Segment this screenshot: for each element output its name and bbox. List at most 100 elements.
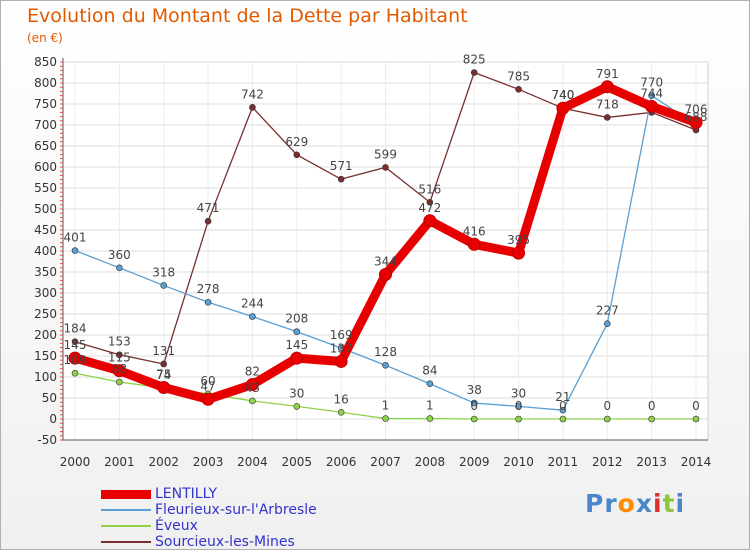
data-label: 629 — [285, 135, 308, 149]
data-label: 0 — [559, 399, 567, 413]
data-point — [337, 175, 345, 183]
data-point — [648, 92, 655, 99]
data-point — [645, 100, 659, 114]
data-point — [426, 415, 434, 422]
data-point — [603, 415, 611, 423]
logo-letter: x — [635, 489, 653, 518]
data-label: 84 — [422, 364, 437, 378]
data-label: 416 — [463, 224, 486, 238]
y-tick-label: 550 — [34, 181, 57, 195]
data-label: 706 — [685, 102, 708, 116]
y-tick-label: 500 — [34, 202, 57, 216]
y-tick-label: 750 — [34, 97, 57, 111]
x-tick-label: 2009 — [459, 455, 490, 469]
data-label: 145 — [64, 338, 87, 352]
x-tick-label: 2004 — [237, 455, 268, 469]
x-tick-label: 2012 — [592, 455, 623, 469]
data-point — [692, 415, 700, 423]
data-label: 360 — [108, 248, 131, 262]
x-tick-label: 2000 — [60, 455, 91, 469]
x-tick-label: 2006 — [326, 455, 357, 469]
data-point — [512, 246, 526, 260]
legend-label: LENTILLY — [155, 486, 218, 502]
data-point — [71, 247, 79, 254]
data-point — [337, 408, 345, 416]
data-point — [293, 328, 301, 335]
x-tick-label: 2001 — [104, 455, 135, 469]
data-point — [68, 351, 82, 365]
data-label: 785 — [507, 69, 530, 83]
data-label: 38 — [467, 383, 482, 397]
data-label: 227 — [596, 304, 619, 318]
data-point — [515, 86, 522, 93]
y-tick-label: 0 — [49, 412, 57, 426]
y-tick-label: 650 — [34, 139, 57, 153]
legend-item: Éveux — [101, 518, 317, 534]
data-point — [249, 397, 256, 405]
data-label: 184 — [64, 322, 87, 336]
data-point — [290, 351, 304, 365]
data-label: 0 — [515, 399, 523, 413]
data-point — [559, 406, 567, 414]
logo-letter: o — [617, 489, 636, 518]
data-label: 60 — [200, 374, 215, 388]
data-label: 82 — [245, 365, 260, 379]
legend-item: Sourcieux-les-Mines — [101, 534, 317, 550]
data-label: 318 — [152, 265, 175, 279]
data-label: 0 — [692, 399, 700, 413]
x-tick-label: 2013 — [636, 455, 667, 469]
data-label: 153 — [108, 335, 131, 349]
legend-label: Éveux — [155, 518, 198, 534]
logo-letter: i — [675, 489, 686, 518]
series-sourcieux-les-mines — [71, 69, 700, 368]
data-label: 21 — [555, 390, 570, 404]
data-point — [603, 114, 611, 121]
data-label: 47 — [200, 379, 215, 393]
y-tick-label: 800 — [34, 76, 57, 90]
data-point — [293, 151, 301, 159]
data-point — [423, 214, 437, 228]
data-label: 169 — [330, 328, 353, 342]
series-lentilly — [68, 80, 703, 406]
data-point — [204, 298, 212, 306]
data-point — [116, 264, 123, 272]
data-label: 109 — [64, 353, 87, 367]
data-label: 145 — [285, 338, 308, 352]
data-label: 131 — [152, 344, 175, 358]
data-point — [426, 198, 434, 206]
data-point — [515, 415, 522, 423]
data-label: 825 — [463, 53, 486, 67]
data-point — [116, 378, 123, 386]
data-point — [470, 69, 478, 76]
legend-item: LENTILLY — [101, 486, 317, 502]
data-label: 74 — [156, 368, 171, 382]
logo-letter: P — [585, 489, 605, 518]
data-label: 688 — [685, 110, 708, 124]
data-label: 742 — [241, 87, 264, 101]
y-tick-label: -50 — [37, 433, 57, 447]
y-tick-label: 300 — [34, 286, 57, 300]
data-point — [379, 268, 392, 282]
data-label: 137 — [330, 341, 353, 355]
data-point — [249, 313, 256, 320]
x-tick-label: 2002 — [148, 455, 179, 469]
data-label: 472 — [418, 201, 441, 215]
data-label: 88 — [112, 362, 127, 376]
legend-swatch — [101, 525, 151, 527]
data-point — [382, 164, 389, 171]
data-point — [71, 338, 79, 346]
data-label: 75 — [156, 368, 171, 382]
data-point — [467, 237, 481, 251]
data-label: 471 — [197, 201, 220, 215]
proxiti-logo: Proxiti — [585, 489, 685, 518]
data-point — [116, 351, 123, 359]
data-point — [249, 104, 256, 111]
data-label: 516 — [418, 182, 441, 196]
x-tick-label: 2010 — [503, 455, 534, 469]
x-tick-label: 2003 — [193, 455, 224, 469]
data-point — [559, 415, 567, 423]
data-point — [426, 380, 434, 388]
data-label: 0 — [603, 399, 611, 413]
legend-swatch — [101, 509, 151, 511]
data-label: 571 — [330, 159, 353, 173]
